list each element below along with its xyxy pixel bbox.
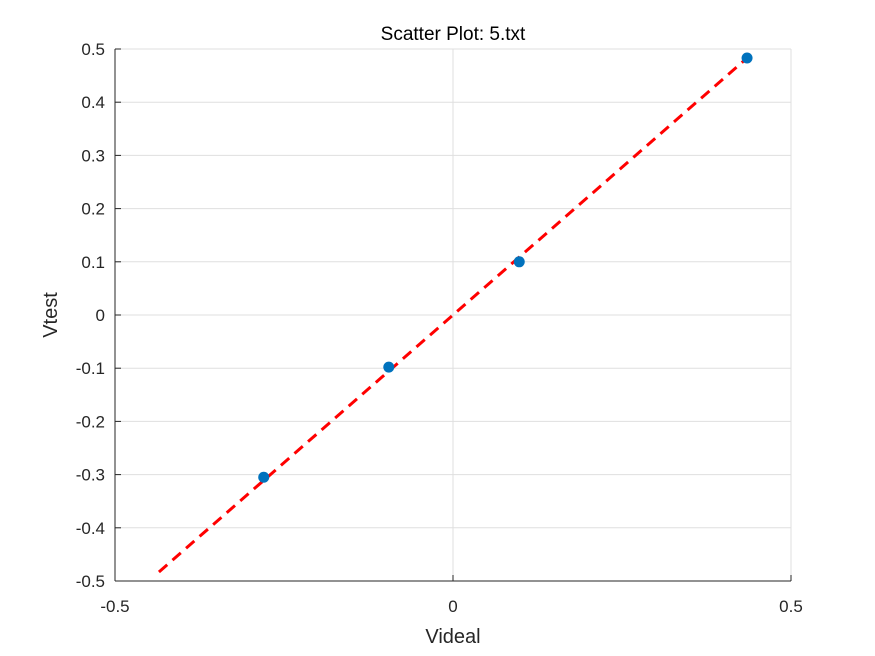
fit-line <box>157 56 749 574</box>
data-point <box>513 256 525 268</box>
fit-line-group <box>157 56 749 574</box>
data-point <box>258 471 270 483</box>
y-tick-label: 0.5 <box>81 40 105 59</box>
x-tick-label: 0.5 <box>779 597 803 616</box>
y-axis-label: Vtest <box>40 292 62 338</box>
x-axis-label: Videal <box>425 626 480 648</box>
grid-lines <box>114 48 792 582</box>
x-tick-label: 0 <box>448 597 457 616</box>
x-tick-label: -0.5 <box>100 597 129 616</box>
y-tick-label: -0.5 <box>76 572 105 591</box>
data-point <box>741 52 753 64</box>
tick-labels: -0.5 0 0.5 -0.5 -0.4 -0.3 -0.2 -0.1 0 0.1 0.2 0.3 0.… <box>76 40 803 616</box>
y-tick-label: 0.3 <box>81 146 105 165</box>
y-tick-label: -0.4 <box>76 519 105 538</box>
axes <box>114 48 792 582</box>
y-tick-label: 0.4 <box>81 93 105 112</box>
y-tick-label: -0.1 <box>76 359 105 378</box>
y-tick-label: -0.2 <box>76 412 105 431</box>
y-tick-label: 0 <box>96 306 105 325</box>
data-points <box>258 52 753 483</box>
y-tick-label: 0.2 <box>81 200 105 219</box>
y-tick-label: -0.3 <box>76 466 105 485</box>
chart-title: Scatter Plot: 5.txt <box>381 24 526 45</box>
data-point <box>383 361 395 373</box>
y-tick-label: 0.1 <box>81 253 105 272</box>
